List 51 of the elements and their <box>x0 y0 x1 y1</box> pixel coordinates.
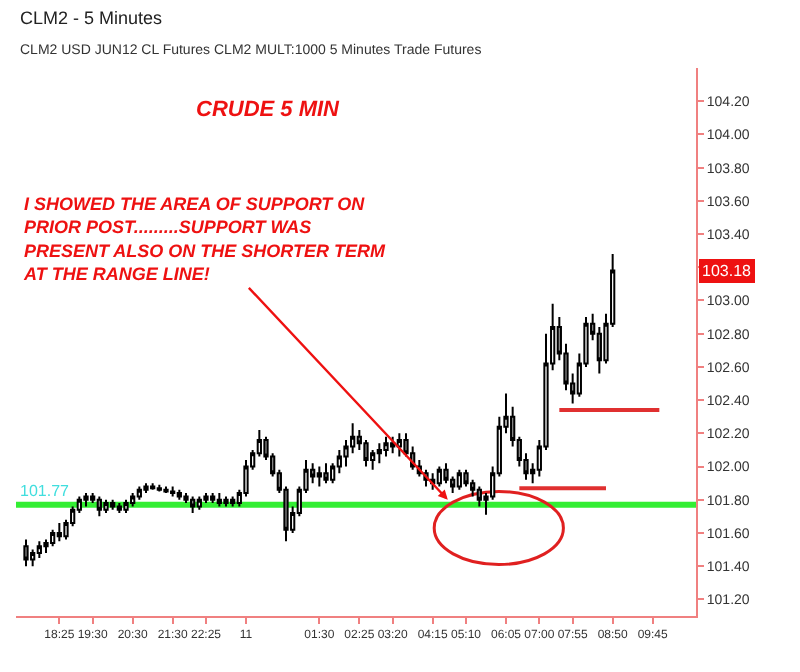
annotation: 103.18 <box>702 262 753 280</box>
candlestick <box>56 522 62 543</box>
candlestick <box>463 468 469 488</box>
candlestick <box>336 448 342 475</box>
candlestick <box>316 465 322 488</box>
candlestick <box>123 498 129 515</box>
candlestick <box>196 495 202 511</box>
ref-line-label: 101.77 <box>20 482 71 500</box>
candlestick <box>323 462 329 485</box>
candlestick <box>36 540 42 559</box>
candlestick <box>163 485 169 495</box>
annotation: I SHOWED THE AREA OF SUPPORT ON PRIOR POST.........SUPPORT WAS PRESENT ALSO ON THE SHORTER TERM AT THE RANGE LINE! <box>22 194 387 285</box>
candlestick <box>363 438 369 468</box>
candlestick <box>170 485 176 498</box>
candlestick <box>156 483 162 493</box>
candlestick <box>150 482 156 491</box>
candlestick <box>130 492 136 508</box>
candlestick <box>476 485 482 508</box>
candlestick <box>216 492 222 508</box>
candlestick <box>210 492 216 505</box>
candlestick <box>116 502 122 515</box>
candlestick <box>103 498 109 515</box>
candlestick <box>183 492 189 505</box>
candlestick <box>436 465 442 488</box>
candlestick <box>43 538 49 554</box>
candlestick <box>376 442 382 465</box>
candlestick <box>136 485 142 501</box>
candlestick <box>176 488 182 501</box>
candlestick <box>456 468 462 491</box>
candlestick <box>430 472 436 491</box>
candlestick <box>83 492 89 508</box>
candlestick <box>143 482 149 495</box>
candlestick <box>396 432 402 458</box>
candlestick <box>230 495 236 508</box>
candlestick <box>390 435 396 455</box>
candlestick <box>443 462 449 485</box>
candlestick <box>30 548 36 568</box>
candlestick <box>96 495 102 518</box>
candlestick <box>370 448 376 471</box>
candlestick <box>190 495 196 515</box>
candlestick <box>23 538 29 568</box>
candlestick <box>310 462 316 485</box>
candlestick <box>470 478 476 498</box>
candlestick <box>383 435 389 458</box>
candlestick <box>203 492 209 505</box>
chart-title: CLM2 - 5 Minutes <box>20 8 164 28</box>
candlestick <box>110 498 116 511</box>
candlestick <box>50 528 56 548</box>
annotation: CRUDE 5 MIN <box>196 98 342 122</box>
candlestick <box>223 495 229 508</box>
candlestick <box>243 458 249 498</box>
